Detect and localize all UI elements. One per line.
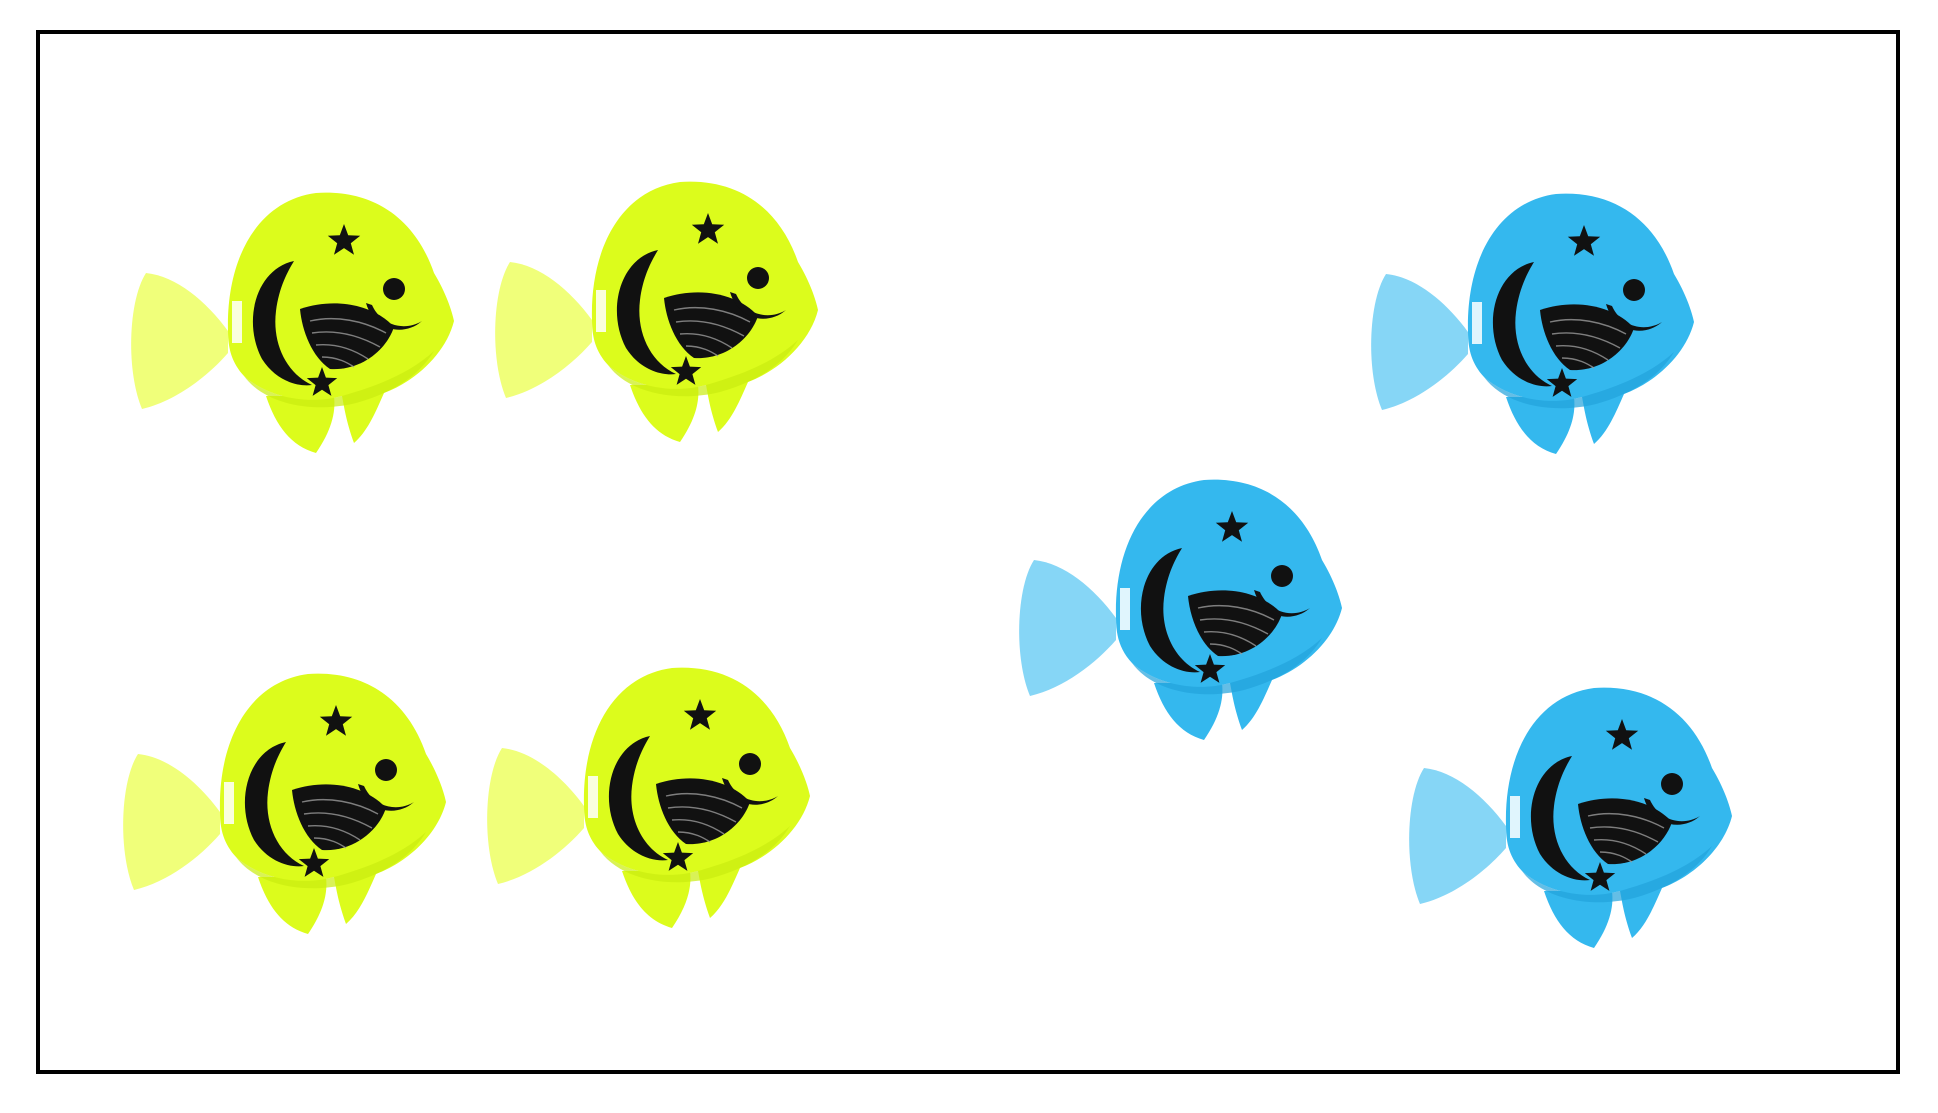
eye-print xyxy=(747,267,769,289)
tail-fin xyxy=(131,273,228,409)
tail-fin xyxy=(487,748,584,884)
pectoral-fin-print xyxy=(300,303,394,370)
picture-frame xyxy=(36,30,1900,1074)
smile-print xyxy=(366,303,422,330)
tail-fin xyxy=(1409,768,1506,904)
pectoral-fin-print xyxy=(664,292,758,359)
blue-fish xyxy=(1004,468,1344,748)
gill-mark xyxy=(588,776,598,818)
lower-fin xyxy=(266,396,335,453)
star-print xyxy=(1546,368,1578,397)
star-print xyxy=(319,705,353,736)
star-print xyxy=(683,699,717,730)
eye-print xyxy=(1661,773,1683,795)
yellow-fish xyxy=(472,656,812,936)
pectoral-fin-print xyxy=(656,778,750,845)
eye-print xyxy=(739,753,761,775)
yellow-fish xyxy=(108,662,448,942)
gill-mark xyxy=(224,782,234,824)
moon-print xyxy=(252,261,312,386)
smile-print xyxy=(730,292,786,319)
moon-print xyxy=(616,250,676,375)
moon-print xyxy=(1140,548,1200,673)
blue-fish xyxy=(1394,676,1734,956)
tail-fin xyxy=(1019,560,1116,696)
star-print xyxy=(1567,225,1601,256)
eye-print xyxy=(375,759,397,781)
lower-fin xyxy=(1544,891,1613,948)
pectoral-fin-print xyxy=(292,784,386,851)
eye-print xyxy=(1623,279,1645,301)
tail-fin xyxy=(1371,274,1468,410)
lower-fin xyxy=(1506,397,1575,454)
yellow-fish xyxy=(116,181,456,461)
tail-fin xyxy=(123,754,220,890)
blue-fish xyxy=(1356,182,1696,462)
star-print xyxy=(1215,511,1249,542)
pectoral-fin-print xyxy=(1578,798,1672,865)
gill-mark xyxy=(596,290,606,332)
star-print xyxy=(1584,862,1616,891)
smile-print xyxy=(1606,304,1662,331)
star-print xyxy=(327,224,361,255)
pectoral-fin-print xyxy=(1540,304,1634,371)
star-print xyxy=(670,356,702,385)
yellow-fish xyxy=(480,170,820,450)
gill-mark xyxy=(1510,796,1520,838)
star-print xyxy=(306,367,338,396)
smile-print xyxy=(358,784,414,811)
moon-print xyxy=(244,742,304,867)
lower-fin xyxy=(622,871,691,928)
moon-print xyxy=(1492,262,1552,387)
eye-print xyxy=(1271,565,1293,587)
gill-mark xyxy=(1120,588,1130,630)
moon-print xyxy=(1530,756,1590,881)
star-print xyxy=(1605,719,1639,750)
eye-print xyxy=(383,278,405,300)
lower-fin xyxy=(1154,683,1223,740)
tail-fin xyxy=(495,262,592,398)
smile-print xyxy=(722,778,778,805)
gill-mark xyxy=(1472,302,1482,344)
lower-fin xyxy=(630,385,699,442)
smile-print xyxy=(1644,798,1700,825)
star-print xyxy=(298,848,330,877)
star-print xyxy=(1194,654,1226,683)
moon-print xyxy=(608,736,668,861)
pectoral-fin-print xyxy=(1188,590,1282,657)
gill-mark xyxy=(232,301,242,343)
star-print xyxy=(662,842,694,871)
lower-fin xyxy=(258,877,327,934)
star-print xyxy=(691,213,725,244)
smile-print xyxy=(1254,590,1310,617)
